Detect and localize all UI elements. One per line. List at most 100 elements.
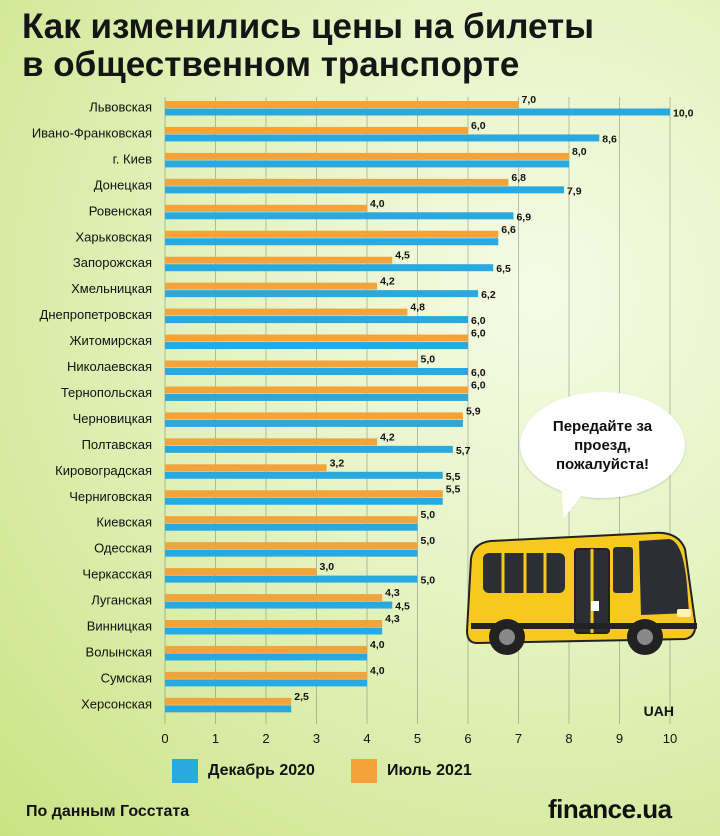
data-label-jul: 5,5	[446, 483, 461, 495]
legend-item-dec: Декабрь 2020	[172, 759, 315, 783]
bar-dec-2020	[165, 264, 494, 272]
data-label-jul: 5,9	[466, 405, 481, 417]
category-label: Волынская	[86, 644, 152, 659]
x-tick-label: 7	[515, 731, 522, 746]
bar-jul-2021	[165, 516, 418, 524]
data-label-jul: 5,0	[421, 509, 436, 521]
bar-dec-2020	[165, 575, 418, 583]
x-tick-label: 4	[363, 731, 370, 746]
x-tick-label: 6	[464, 731, 471, 746]
bar-dec-2020	[165, 627, 383, 635]
data-label-jul: 6,8	[511, 172, 526, 184]
data-label-jul: 4,3	[385, 587, 400, 599]
data-label-dec: 10,0	[673, 108, 694, 120]
bar-jul-2021	[165, 620, 383, 627]
data-label-dec: 6,0	[471, 367, 486, 379]
bar-dec-2020	[165, 679, 367, 687]
category-label: Львовская	[89, 100, 152, 115]
data-label-jul: 6,0	[471, 328, 486, 340]
bar-jul-2021	[165, 126, 468, 134]
category-label: Киевская	[96, 515, 152, 530]
bus-icon	[465, 531, 697, 655]
bar-dec-2020	[165, 497, 443, 505]
category-label: Днепропетровская	[40, 307, 152, 322]
data-label-jul: 6,0	[471, 379, 486, 391]
speech-bubble: Передайте за проезд, пожалуйста!	[520, 392, 685, 498]
data-label-dec: 4,5	[395, 601, 410, 613]
bar-dec-2020	[165, 134, 600, 142]
data-label-jul: 4,3	[385, 613, 400, 625]
bar-dec-2020	[165, 471, 443, 479]
data-label-jul: 4,0	[370, 198, 385, 210]
legend-label-jul: Июль 2021	[386, 762, 472, 779]
data-label-jul: 7,0	[522, 94, 537, 106]
data-label-jul: 3,0	[320, 561, 335, 573]
data-label-jul: 4,2	[380, 276, 395, 288]
title-line-2: в общественном транспорте	[22, 45, 520, 84]
category-label: Черкасская	[82, 567, 152, 582]
bar-dec-2020	[165, 523, 418, 531]
data-label-dec: 6,5	[496, 263, 511, 275]
category-label: Ровенская	[89, 203, 152, 218]
x-tick-label: 5	[414, 731, 421, 746]
legend-swatch-dec	[172, 759, 198, 783]
bar-jul-2021	[165, 360, 418, 368]
bar-dec-2020	[165, 601, 393, 609]
bar-jul-2021	[165, 386, 468, 394]
data-label-dec: 6,2	[481, 289, 496, 301]
category-label: Донецкая	[94, 177, 152, 192]
category-label: Полтавская	[82, 437, 152, 452]
legend-item-jul: Июль 2021	[350, 759, 472, 783]
bar-jul-2021	[165, 152, 569, 160]
bar-jul-2021	[165, 594, 383, 602]
bar-jul-2021	[165, 645, 367, 653]
bar-chart: 0 1 2 3 4 5 6 7 8 9 10 UAH Львовская 7,0 10,0 Ивано-Фра…	[32, 94, 694, 746]
category-label: Одесская	[94, 541, 152, 556]
data-label-dec: 5,5	[446, 471, 461, 483]
x-tick-label: 8	[565, 731, 572, 746]
chart-title: Как изменились цены на билеты в обществе…	[22, 8, 702, 84]
data-label-dec: 6,9	[516, 211, 531, 223]
source-note: По данным Госстата	[26, 803, 190, 820]
data-label-jul: 4,8	[410, 302, 425, 314]
category-label: Хмельницкая	[71, 281, 152, 296]
data-label-jul: 4,2	[380, 431, 395, 443]
data-label-dec: 5,0	[421, 575, 436, 587]
bar-dec-2020	[165, 212, 514, 220]
bar-jul-2021	[165, 490, 443, 498]
category-label: Ивано-Франковская	[32, 125, 152, 140]
data-label-jul: 5,0	[421, 535, 436, 547]
data-label-jul: 5,0	[421, 354, 436, 366]
bar-jul-2021	[165, 334, 468, 342]
x-tick-label: 1	[212, 731, 219, 746]
legend: Декабрь 2020 Июль 2021	[172, 757, 508, 785]
bar-dec-2020	[165, 653, 367, 661]
brand-logo: finance.ua	[548, 794, 672, 824]
bar-dec-2020	[165, 290, 479, 298]
bar-jul-2021	[165, 308, 408, 316]
bar-jul-2021	[165, 697, 292, 705]
x-tick-label: 2	[262, 731, 269, 746]
category-label: Тернопольская	[61, 385, 152, 400]
category-label: Житомирская	[70, 333, 152, 348]
bar-jul-2021	[165, 282, 378, 290]
data-label-jul: 4,0	[370, 665, 385, 677]
bar-jul-2021	[165, 101, 519, 108]
x-tick-label: 9	[616, 731, 623, 746]
title-line-1: Как изменились цены на билеты	[22, 7, 595, 46]
bar-dec-2020	[165, 108, 670, 116]
category-label: Сумская	[101, 670, 152, 685]
x-tick-label: 3	[313, 731, 320, 746]
bar-jul-2021	[165, 230, 499, 238]
bar-jul-2021	[165, 204, 367, 212]
x-tick-label: 10	[663, 731, 677, 746]
data-label-dec: 8,6	[602, 133, 617, 145]
bar-jul-2021	[165, 464, 327, 472]
data-label-jul: 4,0	[370, 639, 385, 651]
bar-dec-2020	[165, 549, 418, 557]
legend-label-dec: Декабрь 2020	[208, 762, 315, 779]
bar-dec-2020	[165, 393, 468, 401]
category-label: Херсонская	[81, 696, 152, 711]
bar-jul-2021	[165, 671, 367, 679]
x-tick-label: 0	[161, 731, 168, 746]
